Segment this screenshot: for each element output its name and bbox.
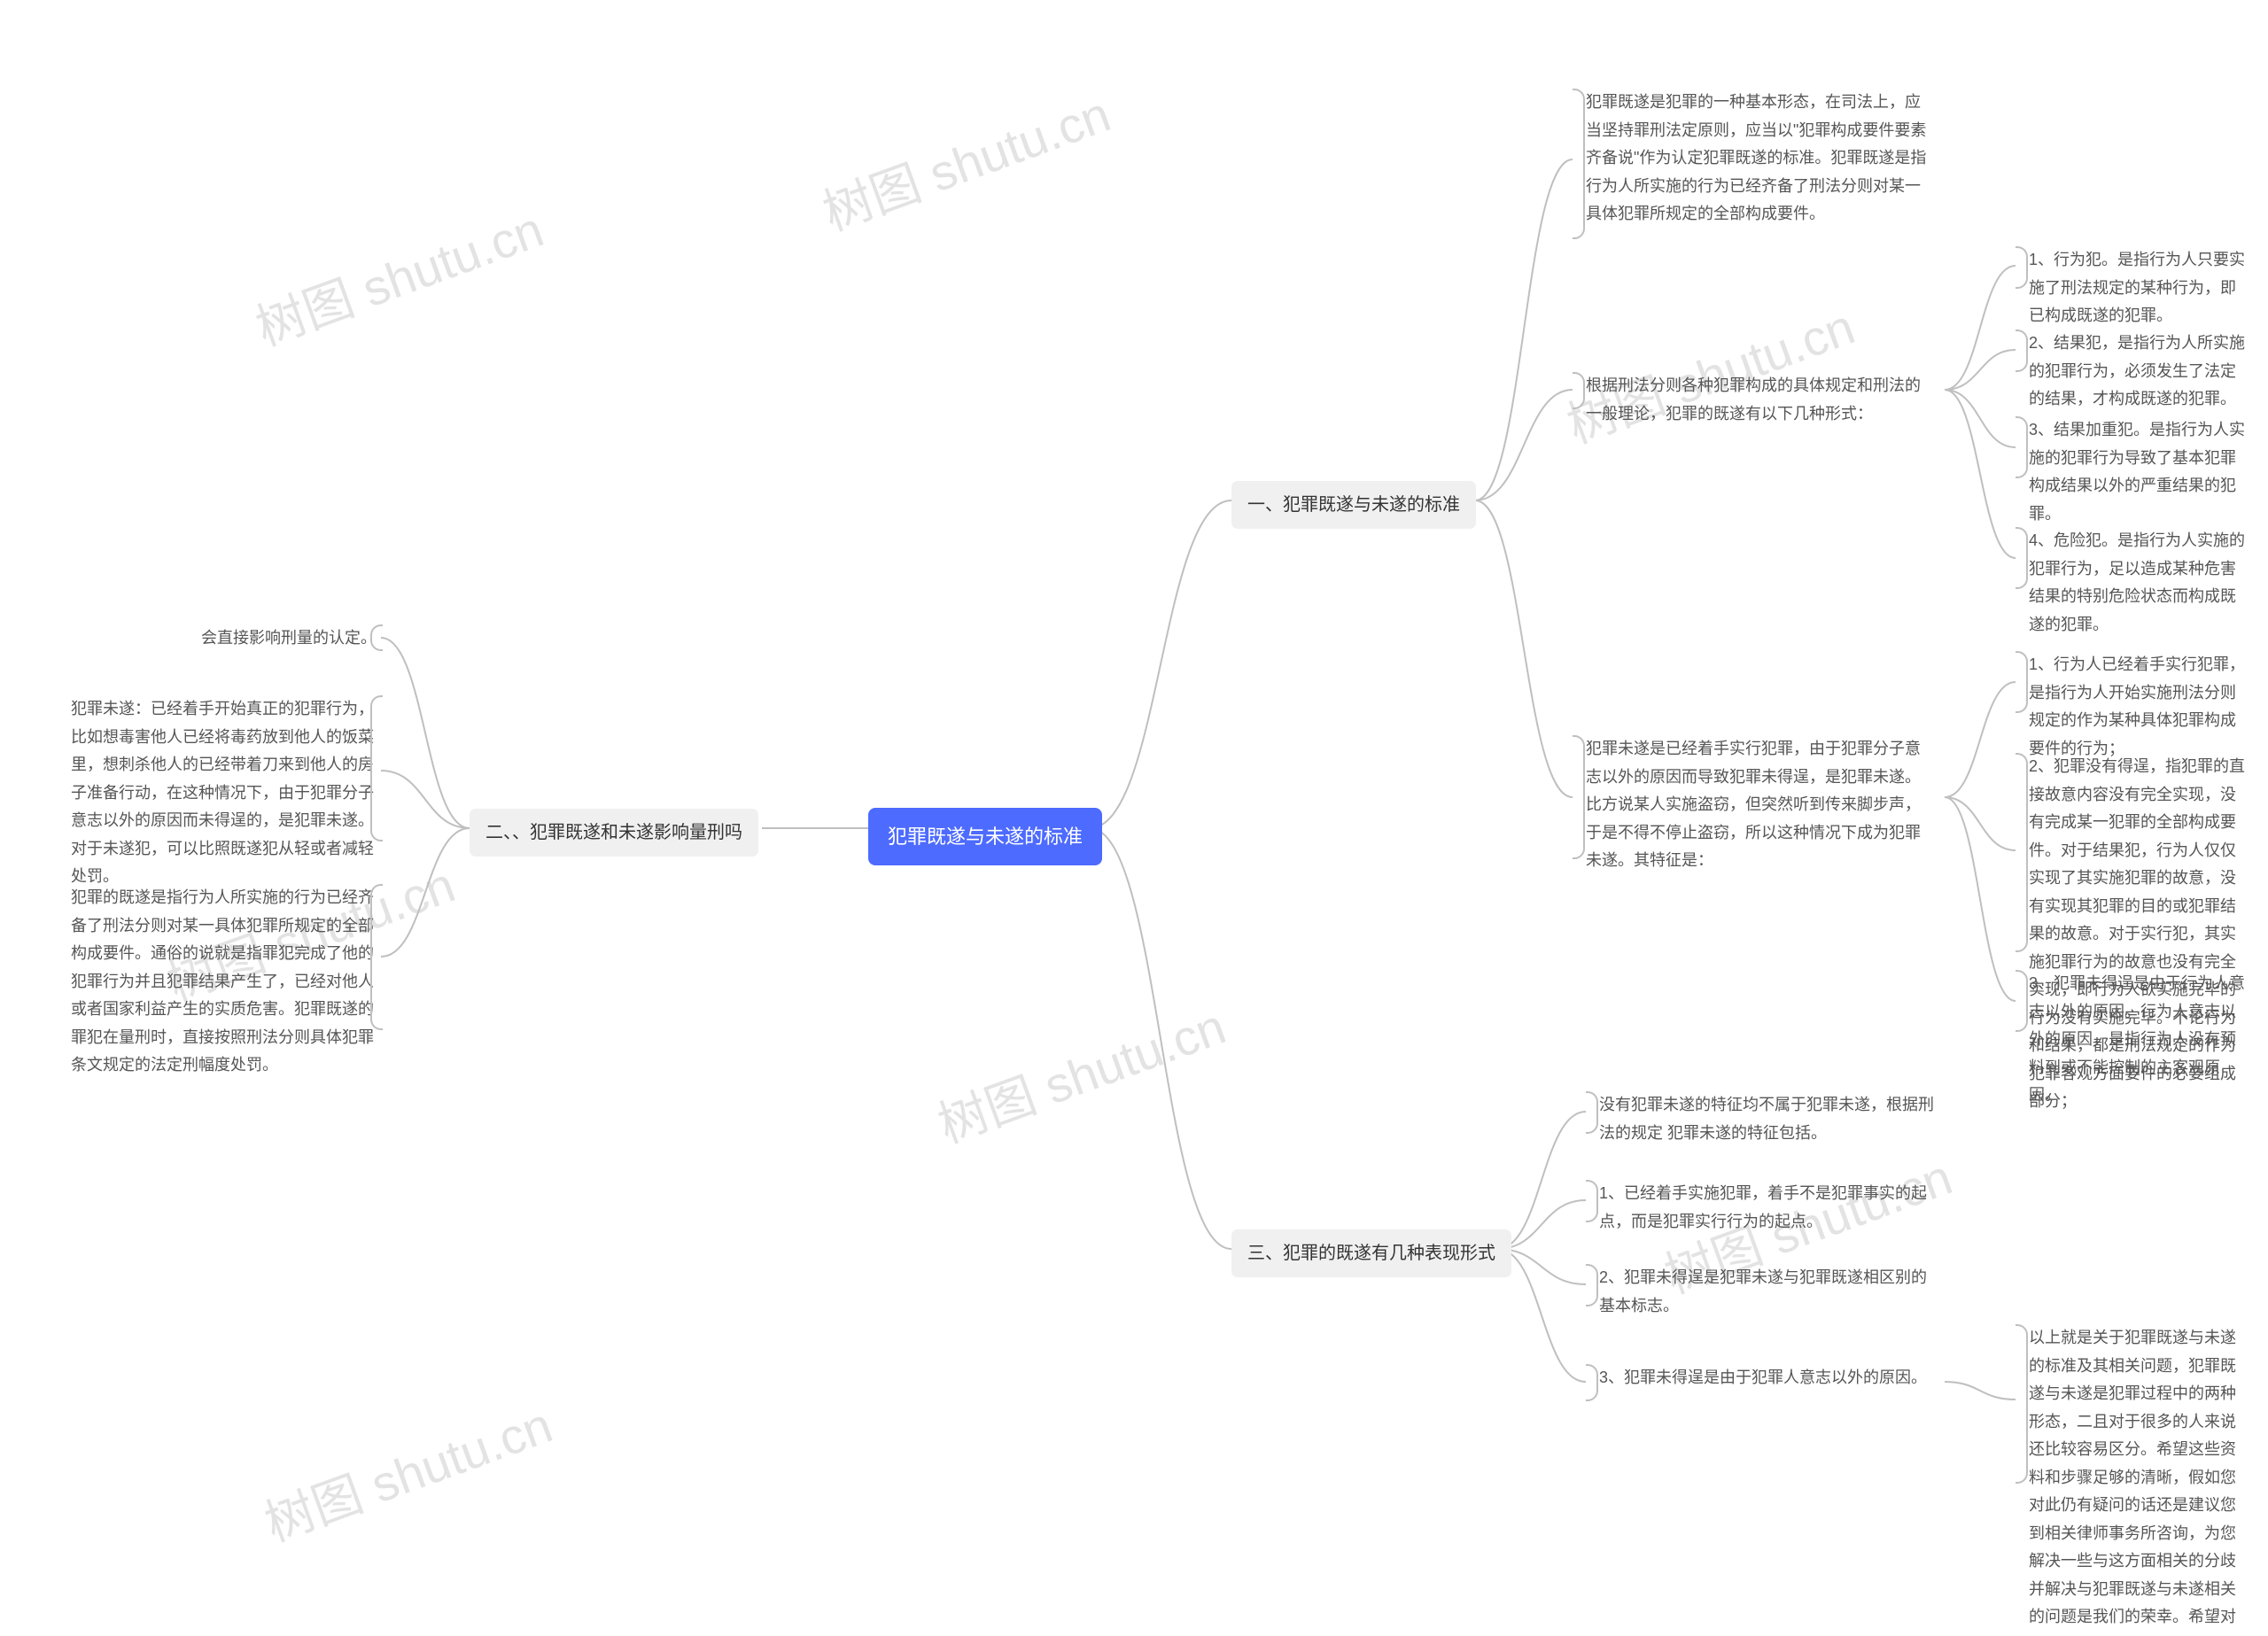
bracket [370,695,383,841]
bracket [370,624,383,651]
bracket [370,884,383,1030]
b1-sub2: 根据刑法分则各种犯罪构成的具体规定和刑法的一般理论，犯罪的既遂有以下几种形式： [1586,372,1931,428]
b1-s2-l1: 1、行为犯。是指行为人只要实施了刑法规定的某种行为，即已构成既遂的犯罪。 [2029,246,2250,330]
b2-l2: 犯罪未遂：已经着手开始真正的犯罪行为，比如想毒害他人已经将毒药放到他人的饭菜里，… [71,695,377,891]
bracket [2016,330,2028,372]
bracket [2016,527,2028,589]
b1-s3-l3: 3、犯罪未得逞是由于行为人意志以外的原因。行为人意志以外的原因，是指行为人没有预… [2029,970,2250,1110]
b1-sub3: 犯罪未遂是已经着手实行犯罪，由于犯罪分子意志以外的原因而导致犯罪未得逞，是犯罪未… [1586,735,1931,875]
b3-s1: 没有犯罪未遂的特征均不属于犯罪未遂，根据刑法的规定 犯罪未遂的特征包括。 [1599,1091,1936,1147]
b1-s2-l2: 2、结果犯，是指行为人所实施的犯罪行为，必须发生了法定的结果，才构成既遂的犯罪。 [2029,330,2250,414]
b3-s2: 1、已经着手实施犯罪，着手不是犯罪事实的起点，而是犯罪实行行为的起点。 [1599,1180,1936,1236]
bracket [1586,1364,1598,1401]
bracket [1586,1091,1598,1134]
bracket [2016,246,2028,289]
bracket [1573,372,1585,409]
b1-s2-l4: 4、危险犯。是指行为人实施的犯罪行为，足以造成某种危害结果的特别危险状态而构成既… [2029,527,2250,639]
b3-s4: 3、犯罪未得逞是由于犯罪人意志以外的原因。 [1599,1364,1936,1392]
branch-2: 二、、犯罪既遂和未遂影响量刑吗 [470,809,758,857]
b1-sub1: 犯罪既遂是犯罪的一种基本形态，在司法上，应当坚持罪刑法定原则，应当以"犯罪构成要… [1586,89,1931,229]
watermark: 树图 shutu.cn [245,190,552,360]
root-node: 犯罪既遂与未遂的标准 [868,808,1102,865]
bracket [1573,89,1585,239]
bracket [2016,970,2028,1032]
b1-s3-l1: 1、行为人已经着手实行犯罪，是指行为人开始实施刑法分则规定的作为某种具体犯罪构成… [2029,651,2250,763]
watermark: 树图 shutu.cn [812,74,1119,244]
b3-s4-leaf: 以上就是关于犯罪既遂与未遂的标准及其相关问题，犯罪既遂与未遂是犯罪过程中的两种形… [2029,1324,2250,1636]
bracket [1573,735,1585,859]
bracket [1586,1180,1598,1222]
bracket [2016,1324,2028,1484]
watermark: 树图 shutu.cn [253,1385,561,1555]
bracket [1586,1264,1598,1306]
b2-l1: 会直接影响刑量的认定。 [190,624,377,653]
branch-1: 一、犯罪既遂与未遂的标准 [1231,481,1476,529]
bracket [2016,753,2028,952]
b1-s2-l3: 3、结果加重犯。是指行为人实施的犯罪行为导致了基本犯罪构成结果以外的严重结果的犯… [2029,416,2250,528]
bracket [2016,651,2028,713]
branch-3: 三、犯罪的既遂有几种表现形式 [1231,1229,1511,1277]
b3-s3: 2、犯罪未得逞是犯罪未遂与犯罪既遂相区别的基本标志。 [1599,1264,1936,1320]
watermark: 树图 shutu.cn [927,987,1234,1157]
b2-l3: 犯罪的既遂是指行为人所实施的行为已经齐备了刑法分则对某一具体犯罪所规定的全部构成… [71,884,377,1080]
bracket [2016,416,2028,478]
